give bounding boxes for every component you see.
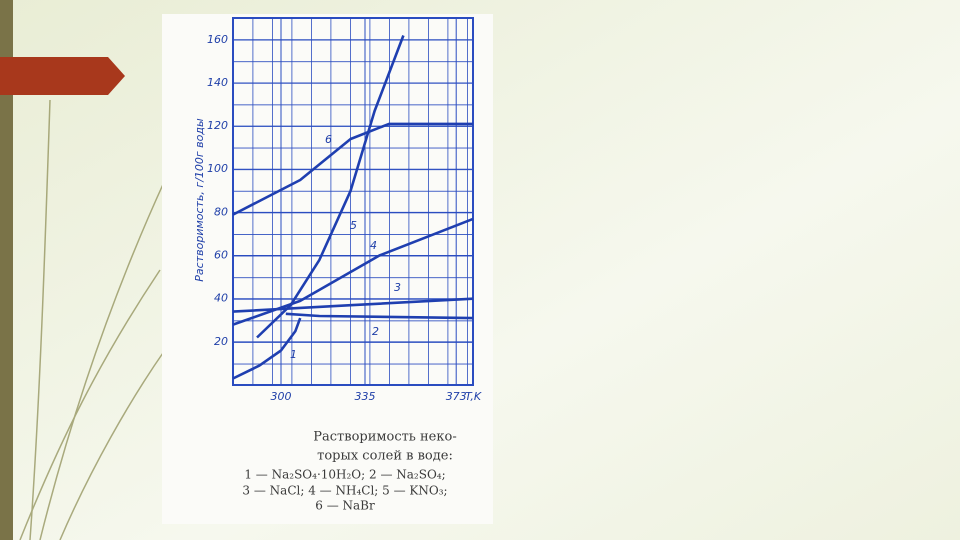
curve-label: 2	[372, 325, 379, 338]
plot: 20 40 60 80 100 120 140 160 300 335 373 1 2 3 45 6 Раств…	[207, 18, 474, 513]
grid	[232, 17, 474, 386]
caption-line: 6 — NaBr	[315, 499, 375, 513]
caption-line: Растворимость неко-	[313, 430, 456, 445]
arrow-shape	[0, 57, 125, 95]
decor-grass	[19, 99, 166, 540]
curve-label: 3	[394, 281, 401, 294]
y-tick-label: 160	[207, 33, 228, 46]
curve-label: 5	[350, 219, 357, 232]
curve-label: 1	[290, 348, 297, 361]
y-tick-label: 40	[214, 292, 228, 305]
curve	[285, 312, 474, 320]
y-tick-label: 60	[214, 249, 228, 262]
y-tick-label: 20	[214, 335, 228, 348]
caption-line: торых солей в воде:	[317, 449, 453, 464]
x-tick-label: 373	[446, 390, 467, 403]
y-tick-label: 140	[207, 76, 228, 89]
curve	[232, 122, 473, 216]
curve	[232, 317, 302, 380]
x-axis-label: T,K	[465, 390, 482, 403]
caption-line: 1 — Na₂SO₄·10H₂O; 2 — Na₂SO₄;	[244, 468, 445, 482]
side-strip	[0, 0, 13, 540]
x-tick-label: 300	[271, 390, 292, 403]
y-tick-label: 80	[214, 205, 228, 218]
y-tick-label: 120	[207, 119, 228, 132]
x-tick-label: 335	[355, 390, 376, 403]
curve	[256, 35, 405, 339]
y-axis-label: Растворимость, г/100г воды	[193, 118, 206, 282]
curve	[232, 217, 474, 326]
curve-label: 4	[370, 239, 377, 252]
caption-line: 3 — NaCl; 4 — NH₄Cl; 5 — KNO₃;	[242, 484, 447, 498]
y-tick-label: 100	[207, 162, 228, 175]
curve-label: 6	[325, 133, 332, 146]
